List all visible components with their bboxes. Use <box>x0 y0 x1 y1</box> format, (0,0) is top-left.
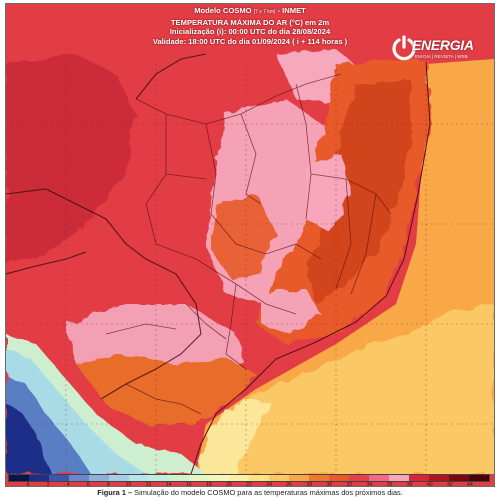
colorbar-tick-label: 44 <box>467 482 473 487</box>
lat-lon-grid <box>6 64 494 474</box>
colorbar-tick-label: 14 <box>165 482 172 487</box>
colorbar-tick-label: 12 <box>145 482 152 487</box>
colorbar-segment <box>209 475 229 481</box>
colorbar-tick-label: 24 <box>266 482 272 487</box>
colorbar-segment <box>469 475 489 481</box>
map-figure: Modelo COSMO [7 x 7 km] - INMET TEMPERAT… <box>5 3 495 487</box>
northeast-core-zone <box>306 79 411 304</box>
colorbar-tick-label: 4 <box>66 482 70 487</box>
initialization-text: Inicialização (i): 00:00 UTC do dia 28/0… <box>169 27 331 37</box>
model-source: - INMET <box>277 6 306 15</box>
coastline <box>190 61 431 474</box>
colorbar-segment <box>409 475 429 481</box>
map-header: Modelo COSMO [7 x 7 km] - INMET TEMPERAT… <box>6 6 494 46</box>
colorbar-ticks: 6 2 4 6 8 10 12 14 16 18 20 22 24 26 28 30 32 34 36 38 40 42 4… <box>8 482 490 487</box>
colorbar-segment <box>149 475 169 481</box>
colorbar-tick-label: 8 <box>106 482 110 487</box>
colorbar-tick-label: 30 <box>326 482 333 487</box>
colorbar-segment <box>429 475 449 481</box>
colorbar-segment <box>189 475 209 481</box>
variable-title: TEMPERATURA MÁXIMA DO AR (°C) em 2m <box>170 17 330 27</box>
logo-subtitle: EM DIA | REVISTA | WEB <box>415 54 468 59</box>
colorbar-segment <box>129 475 149 481</box>
colorbar-segment <box>389 475 409 481</box>
colorbar-tick-label: 6 <box>26 482 30 487</box>
validity-text: Validade: 18:00 UTC do dia 01/09/2024 ( … <box>152 36 348 46</box>
colorbar-segment <box>49 475 69 481</box>
colorbar-segment <box>109 475 129 481</box>
colorbar-segment <box>249 475 269 481</box>
coastal-pale-zone <box>196 399 271 474</box>
colorbar-segment <box>329 475 349 481</box>
model-title: Modelo COSMO [7 x 7 km] - INMET <box>6 6 494 18</box>
interior-pink-swirl-2 <box>261 289 321 334</box>
central-hot-patch <box>211 194 276 279</box>
south-cold-zone-navy <box>6 404 51 474</box>
colorbar-tick-label: 36 <box>386 482 393 487</box>
colorbar-segment <box>369 475 389 481</box>
colorbar-tick-label: 20 <box>226 482 232 487</box>
colorbar-tick-label: 42 <box>446 482 453 487</box>
logo-name: ENERGIA <box>412 37 474 53</box>
colorbar-segment <box>69 475 89 481</box>
colorbar-tick-label: 26 <box>286 482 293 487</box>
interior-pink-swirl-1 <box>306 154 351 234</box>
model-name: Modelo COSMO <box>194 6 252 15</box>
colorbar-tick-label: 18 <box>205 482 212 487</box>
colorbar-tick-label: 28 <box>306 482 313 487</box>
colorbar-segment <box>449 475 469 481</box>
colorbar-segment <box>229 475 249 481</box>
temperature-colorbar <box>8 474 490 482</box>
colorbar-tick-label: 40 <box>426 482 433 487</box>
colorbar-segment <box>309 475 329 481</box>
south-hot-band <box>76 354 256 424</box>
colorbar-segment <box>169 475 189 481</box>
colorbar-segment <box>269 475 289 481</box>
colorbar-segment <box>289 475 309 481</box>
power-button-icon <box>392 35 416 61</box>
caption-text: Simulação do modelo COSMO para as temper… <box>134 488 403 497</box>
colorbar-tick-label: 6 <box>86 482 90 487</box>
colorbar-tick-label: 34 <box>366 482 373 487</box>
caption-label: Figura 1 – <box>97 488 133 497</box>
colorbar-segment <box>9 475 29 481</box>
colorbar-segment <box>29 475 49 481</box>
model-resolution: [7 x 7 km] <box>253 9 276 15</box>
colorbar-segment <box>89 475 109 481</box>
energia-logo: ENERGIA EM DIA | REVISTA | WEB <box>390 34 480 66</box>
temperature-map <box>6 4 494 474</box>
colorbar-tick-label: 10 <box>125 482 132 487</box>
colorbar-tick-label: 38 <box>406 482 413 487</box>
figure-caption: Figura 1 – Simulação do modelo COSMO par… <box>0 488 500 497</box>
west-dark-red-zone <box>6 54 136 264</box>
ocean-light-zone <box>196 304 494 474</box>
colorbar-tick-label: 22 <box>246 482 252 487</box>
colorbar-segment <box>349 475 369 481</box>
colorbar-tick-label: 32 <box>346 482 353 487</box>
colorbar-tick-label: 16 <box>185 482 192 487</box>
colorbar-tick-label: 2 <box>46 482 50 487</box>
